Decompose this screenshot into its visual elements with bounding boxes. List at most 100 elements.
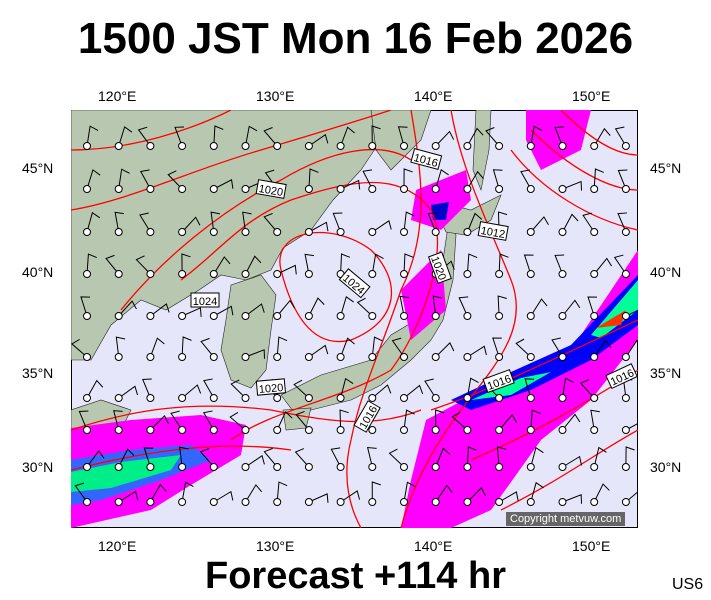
wind-barb	[371, 253, 384, 275]
station-circle	[431, 394, 440, 402]
station-circle	[178, 498, 187, 506]
wind-barb	[492, 337, 502, 358]
wind-barb	[202, 410, 215, 431]
station-circle	[241, 228, 250, 236]
station-circle	[495, 463, 504, 471]
wind-barb	[203, 378, 215, 399]
station-circle	[304, 270, 313, 278]
lon-label: 150°E	[572, 88, 611, 104]
station-circle	[83, 463, 91, 471]
station-circle	[463, 185, 472, 193]
station-circle	[621, 463, 630, 471]
wind-barb	[496, 446, 507, 468]
station-circle	[368, 498, 377, 506]
station-circle	[400, 228, 408, 236]
lat-label: 35°N	[22, 365, 54, 381]
station-circle	[495, 498, 504, 506]
station-circle	[463, 142, 472, 150]
wind-barb	[625, 491, 638, 503]
station-circle	[368, 228, 377, 236]
station-circle	[431, 142, 440, 150]
station-circle	[621, 394, 630, 402]
station-circle	[241, 394, 250, 402]
station-circle	[146, 353, 155, 361]
wind-barb	[562, 213, 579, 233]
wind-barb	[403, 211, 415, 233]
station-circle	[526, 270, 535, 278]
wind-barb	[492, 169, 503, 190]
station-circle	[368, 312, 377, 320]
wind-barb	[497, 295, 507, 317]
wind-barb	[613, 254, 627, 275]
wind-barb	[362, 169, 373, 190]
wind-barb	[276, 481, 288, 503]
wind-barb	[181, 481, 194, 503]
wind-barb	[340, 377, 354, 399]
wind-barb	[466, 127, 484, 147]
wind-barb	[142, 378, 152, 399]
isobar-label: 1020	[258, 183, 284, 199]
station-circle	[558, 185, 567, 193]
wind-barb	[213, 305, 234, 317]
station-circle	[558, 228, 567, 236]
wind-barb	[170, 410, 183, 431]
wind-barb	[590, 409, 600, 431]
wind-barb	[340, 490, 361, 503]
station-circle	[463, 228, 472, 236]
wind-barb	[199, 448, 215, 468]
station-circle	[178, 142, 187, 150]
station-circle	[590, 228, 599, 236]
wind-barb	[276, 411, 293, 431]
wind-barb	[139, 169, 151, 190]
station-circle	[558, 498, 567, 506]
station-circle	[590, 498, 599, 506]
station-circle	[558, 394, 567, 402]
station-circle	[526, 394, 535, 402]
wind-barb	[150, 303, 170, 317]
wind-barb	[498, 253, 509, 275]
station-circle	[273, 394, 282, 402]
station-circle	[558, 142, 567, 150]
station-circle	[114, 270, 123, 278]
wind-barb	[466, 170, 484, 190]
wind-barb	[530, 216, 549, 233]
wind-barb	[625, 309, 638, 317]
station-circle	[463, 394, 472, 402]
station-circle	[209, 394, 218, 402]
wind-barb	[625, 339, 638, 358]
wind-barb	[427, 212, 438, 233]
isobar-label: 1024	[193, 296, 217, 308]
station-circle	[336, 353, 345, 361]
station-circle	[400, 270, 408, 278]
wind-barb	[86, 125, 99, 147]
station-circle	[83, 270, 91, 278]
wind-barb	[340, 337, 355, 358]
station-circle	[621, 270, 630, 278]
wind-barb	[432, 295, 443, 317]
wind-barb	[210, 211, 221, 233]
wind-barb	[213, 125, 224, 147]
wind-barb	[466, 253, 478, 275]
wind-barb	[530, 298, 548, 317]
wind-barb	[403, 384, 424, 399]
station-circle	[368, 353, 377, 361]
station-circle	[400, 426, 408, 434]
station-circle	[590, 463, 599, 471]
station-circle	[114, 498, 123, 506]
wind-barb	[523, 254, 534, 275]
wind-barb	[391, 337, 405, 358]
wind-barb	[229, 412, 246, 431]
wind-barb	[520, 169, 532, 190]
wind-barb	[115, 336, 126, 358]
wind-barb	[403, 253, 414, 275]
wind-barb	[118, 168, 130, 190]
wind-barb	[276, 336, 288, 358]
wind-barb	[625, 422, 638, 431]
wind-barb	[587, 296, 598, 317]
wind-barb	[181, 216, 201, 233]
wind-barb	[593, 127, 611, 147]
wind-barb	[593, 446, 607, 468]
wind-barb	[498, 491, 519, 503]
station-circle	[400, 498, 408, 506]
wind-barb	[593, 257, 613, 275]
